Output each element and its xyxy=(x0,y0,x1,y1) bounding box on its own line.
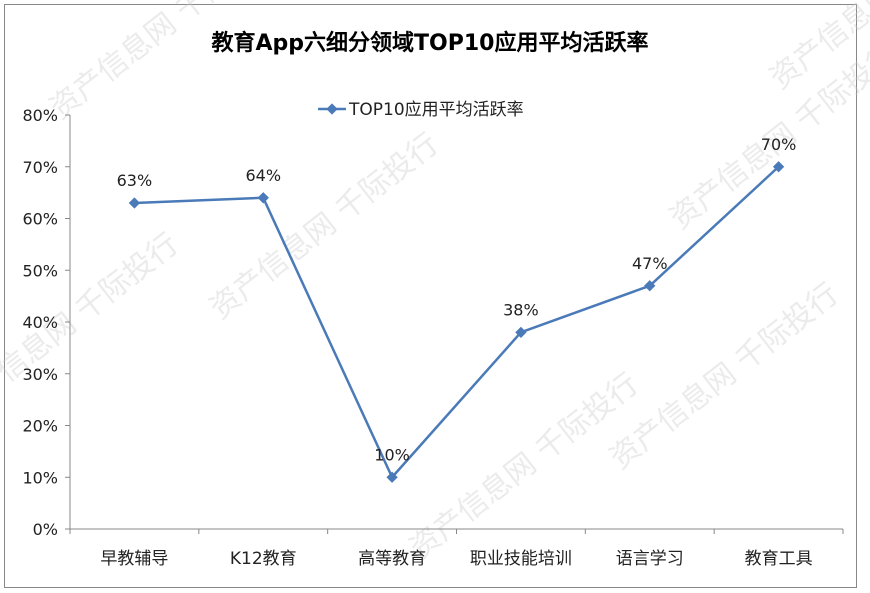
data-point-marker xyxy=(515,326,527,339)
data-point-marker xyxy=(257,192,269,204)
axes: 0% 10% 20% 30% 40% 50% 60% 70% 80% 早教辅导 K12教育 高等教育 职… xyxy=(22,106,844,569)
legend: TOP10应用平均活跃率 xyxy=(318,100,524,120)
data-label: 10% xyxy=(374,445,410,464)
x-category-label: 早教辅导 xyxy=(100,549,168,569)
chart-title: 教育App六细分领域TOP10应用平均活跃率 xyxy=(212,30,649,56)
y-tick-label: 20% xyxy=(22,417,58,436)
data-label: 70% xyxy=(761,135,797,154)
data-label: 47% xyxy=(632,254,668,273)
data-point-marker xyxy=(772,161,785,173)
series-layer: 63% 64% 10% 38% 47% 70% xyxy=(117,135,797,483)
y-tick-label: 60% xyxy=(22,210,58,229)
watermark-text: 资产信息网 千际投行 xyxy=(203,127,445,327)
x-category-label: 高等教育 xyxy=(358,549,426,569)
legend-label: TOP10应用平均活跃率 xyxy=(348,100,524,120)
y-tick-label: 40% xyxy=(22,313,58,332)
data-point-marker xyxy=(644,280,656,292)
x-category-label: 职业技能培训 xyxy=(470,549,572,569)
legend-marker xyxy=(326,103,338,115)
chart-frame xyxy=(4,4,857,588)
data-label: 38% xyxy=(503,300,539,319)
y-tick-label: 10% xyxy=(22,468,58,487)
x-category-label: K12教育 xyxy=(230,549,297,569)
data-point-marker xyxy=(128,197,141,209)
watermark-text: 资产信息网 千际投行 xyxy=(603,277,845,477)
data-point-marker xyxy=(386,471,398,483)
x-category-label: 语言学习 xyxy=(616,549,684,569)
y-tick-label: 50% xyxy=(22,261,58,280)
x-category-label: 教育工具 xyxy=(745,549,813,569)
data-label: 63% xyxy=(117,171,153,190)
y-tick-label: 80% xyxy=(22,106,58,125)
y-tick-label: 30% xyxy=(22,365,58,384)
data-label: 64% xyxy=(245,166,281,185)
y-tick-label: 70% xyxy=(22,158,58,177)
watermark-text: 资产信息网 千际投行 xyxy=(43,0,285,126)
y-tick-label: 0% xyxy=(33,520,58,539)
watermark-text: 资产信息网 千际投行 xyxy=(403,367,645,567)
series-line xyxy=(134,165,780,479)
